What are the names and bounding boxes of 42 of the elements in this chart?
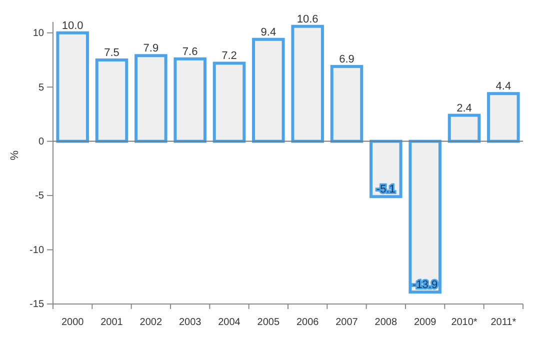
y-tick-label: 10 bbox=[32, 28, 44, 40]
y-tick-label: -15 bbox=[30, 299, 44, 310]
bar bbox=[487, 92, 520, 143]
bar bbox=[330, 64, 364, 143]
bar bbox=[174, 57, 206, 143]
data-label: 10.0 bbox=[62, 20, 84, 32]
y-tick-label: 0 bbox=[38, 136, 44, 148]
x-tick-label: 2005 bbox=[257, 317, 280, 328]
x-tick-label: 2008 bbox=[374, 317, 398, 328]
bar bbox=[291, 24, 324, 143]
y-tick-label: -10 bbox=[30, 244, 44, 256]
data-label: 2.4 bbox=[456, 102, 472, 114]
bar bbox=[408, 140, 442, 294]
data-label: 9.4 bbox=[260, 26, 276, 38]
data-label: -13.9 bbox=[412, 279, 438, 292]
bar bbox=[56, 31, 89, 143]
data-label: 7.2 bbox=[222, 50, 237, 62]
x-tick-label: 2003 bbox=[178, 317, 202, 328]
bar bbox=[252, 38, 285, 143]
x-tick-label: 2000 bbox=[61, 317, 84, 328]
bar bbox=[95, 58, 128, 143]
x-tick-label: 2009 bbox=[414, 317, 437, 328]
x-tick-label: 2007 bbox=[336, 317, 358, 328]
x-tick-label: 2004 bbox=[218, 317, 241, 328]
x-tick-label: 2011* bbox=[490, 317, 516, 328]
data-label: 7.6 bbox=[182, 46, 198, 58]
bar bbox=[134, 54, 168, 143]
bar bbox=[212, 62, 246, 143]
data-label: 4.4 bbox=[496, 80, 512, 93]
x-tick-label: 2001 bbox=[100, 317, 124, 328]
data-label: 6.9 bbox=[339, 53, 354, 66]
bar bbox=[448, 114, 481, 143]
data-label: -5.1 bbox=[376, 184, 396, 196]
data-label: 10.6 bbox=[296, 13, 318, 26]
y-tick-label: 5 bbox=[38, 82, 44, 94]
data-label: 7.9 bbox=[143, 42, 159, 55]
x-tick-label: 2002 bbox=[140, 317, 162, 328]
y-axis-title: % bbox=[9, 150, 21, 160]
y-tick-label: -5 bbox=[35, 190, 44, 202]
x-tick-label: 2010* bbox=[451, 317, 478, 328]
data-label: 7.5 bbox=[104, 46, 120, 59]
x-tick-label: 2006 bbox=[296, 317, 320, 328]
